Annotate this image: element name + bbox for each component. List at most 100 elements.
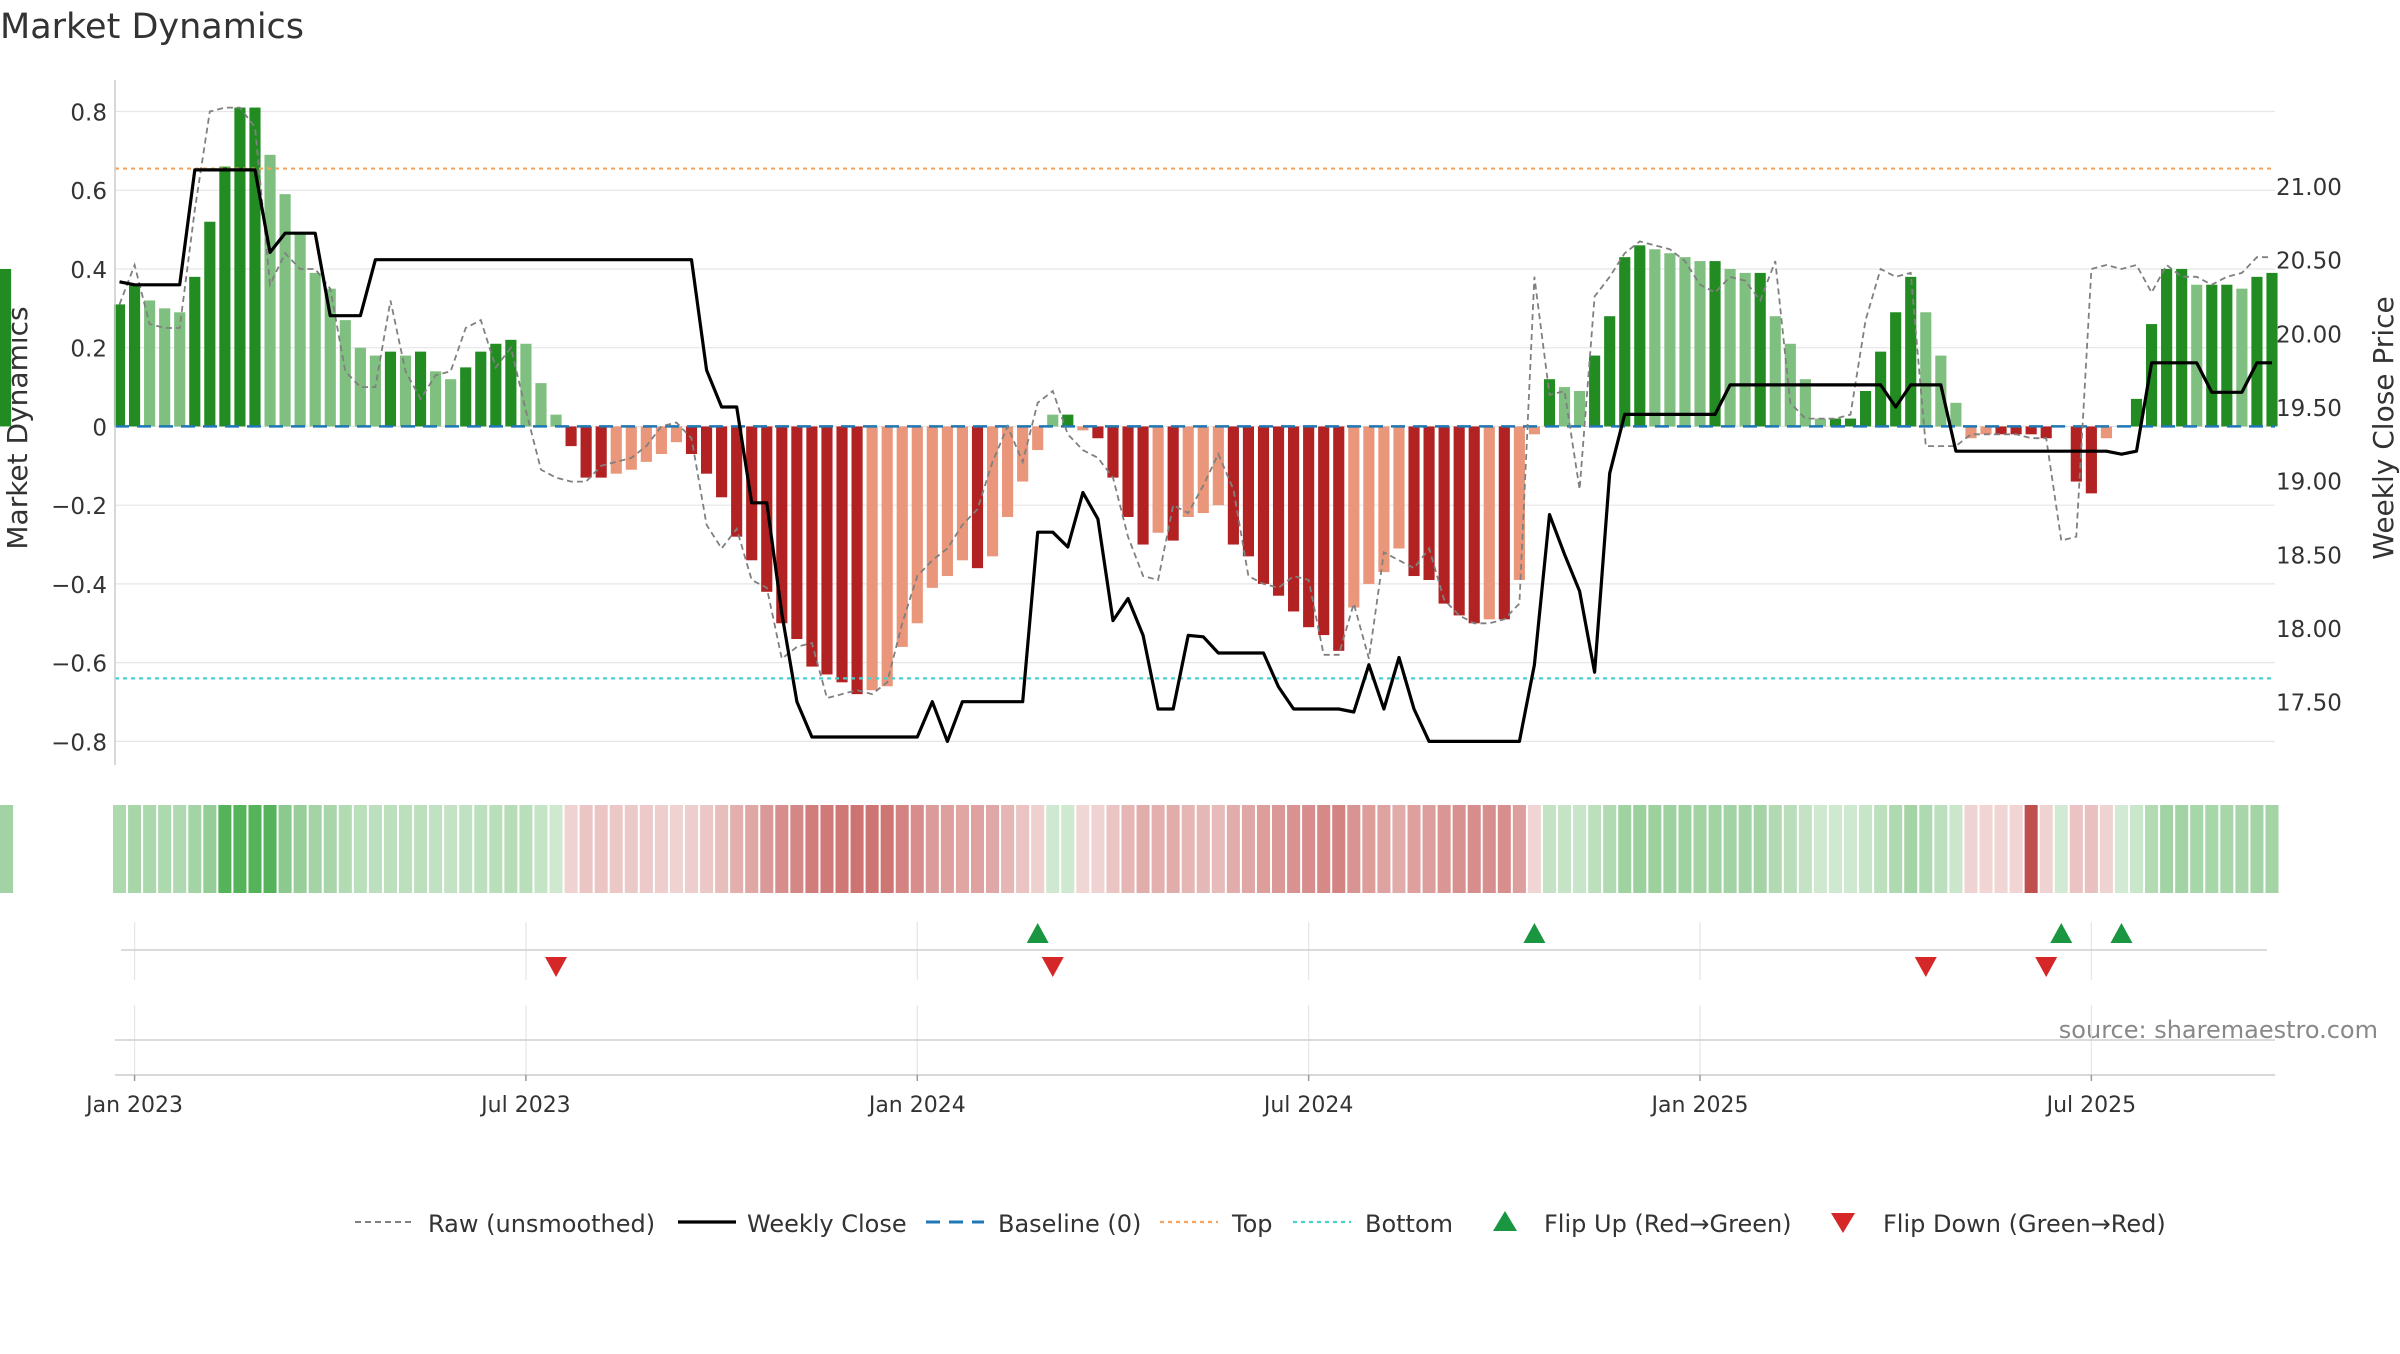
dynamics-bar bbox=[324, 288, 336, 427]
heat-strip-cell bbox=[2084, 805, 2098, 893]
heat-strip-cell bbox=[1723, 805, 1737, 893]
heat-strip-cell bbox=[1512, 805, 1526, 893]
heat-strip-cell bbox=[1031, 805, 1045, 893]
heat-strip-cell bbox=[2099, 805, 2113, 893]
right-tick-label: 20.00 bbox=[2276, 322, 2342, 348]
x-tick-label: Jul 2023 bbox=[479, 1093, 571, 1118]
heat-strip-cell bbox=[1392, 805, 1406, 893]
heat-strip-cell bbox=[835, 805, 849, 893]
dynamics-bar bbox=[1318, 426, 1330, 636]
dynamics-bar bbox=[1483, 426, 1495, 620]
right-tick-label: 17.50 bbox=[2276, 691, 2342, 717]
flip-up-marker bbox=[1026, 923, 1049, 943]
dynamics-bar bbox=[1829, 418, 1842, 427]
heat-strip-cell bbox=[1678, 805, 1692, 893]
heat-strip-cell bbox=[1889, 805, 1903, 893]
dynamics-bar bbox=[580, 426, 592, 478]
heat-strip-cell bbox=[1091, 805, 1105, 893]
flip-markers bbox=[545, 923, 2133, 977]
heat-strip-cell bbox=[730, 805, 744, 893]
dynamics-bar bbox=[1288, 426, 1300, 612]
heat-strip-cell bbox=[790, 805, 804, 893]
heat-strip-cell bbox=[278, 805, 292, 893]
dynamics-bar bbox=[1799, 379, 1811, 427]
heat-strip-cell bbox=[986, 805, 1000, 893]
heat-strip-cell bbox=[398, 805, 413, 893]
heat-strip-cell bbox=[1181, 805, 1195, 893]
heat-strip-cell bbox=[158, 805, 172, 893]
heat-strip-cell bbox=[1256, 805, 1271, 893]
dynamics-bar bbox=[1619, 257, 1631, 427]
dynamics-bar bbox=[369, 355, 381, 427]
legend-label: Top bbox=[1231, 1210, 1273, 1238]
dynamics-bar bbox=[791, 426, 803, 640]
dynamics-bar bbox=[1905, 276, 1917, 427]
heat-strip-cell bbox=[775, 805, 789, 893]
dynamics-bar bbox=[414, 351, 427, 427]
right-tick-label: 19.00 bbox=[2276, 470, 2342, 496]
legend: Raw (unsmoothed) Weekly Close Baseline (0)… bbox=[355, 1210, 2166, 1238]
heat-strip-cell bbox=[1332, 805, 1346, 893]
dynamics-bar bbox=[2070, 426, 2082, 482]
heat-strip-cell bbox=[218, 805, 232, 893]
heat-strip-cell bbox=[2205, 805, 2219, 893]
heat-strip-cell bbox=[1407, 805, 1421, 893]
dynamics-bar bbox=[1363, 426, 1375, 584]
heat-strip-cell bbox=[383, 805, 397, 893]
dynamics-bars bbox=[0, 107, 2278, 695]
flip-up-marker bbox=[1523, 923, 1546, 943]
heat-strip-cell bbox=[2129, 805, 2144, 893]
heat-strip-cell bbox=[1452, 805, 1466, 893]
heat-strip-cell bbox=[1136, 805, 1150, 893]
heat-strip-cell bbox=[1347, 805, 1361, 893]
dynamics-bar bbox=[1724, 268, 1736, 427]
dynamics-bar bbox=[1077, 426, 1089, 431]
dynamics-bar bbox=[1694, 261, 1706, 427]
heat-strip-cell bbox=[2190, 805, 2204, 893]
dynamics-bar bbox=[2130, 398, 2143, 427]
heat-strip-cell bbox=[248, 805, 262, 893]
heat-strip-cell bbox=[955, 805, 969, 893]
flip-up-marker bbox=[2110, 923, 2133, 943]
heat-strip-cell bbox=[1588, 805, 1602, 893]
heat-strip-cell bbox=[1076, 805, 1090, 893]
legend-item: Bottom bbox=[1293, 1210, 1453, 1238]
heat-strip-cell bbox=[895, 805, 909, 893]
dynamics-bar bbox=[309, 272, 321, 427]
left-tick-label: 0.8 bbox=[70, 100, 107, 126]
legend-swatch-flip-up bbox=[1493, 1211, 1517, 1231]
heat-strip-cell bbox=[579, 805, 593, 893]
dynamics-bar bbox=[430, 371, 442, 427]
dynamics-bar bbox=[700, 426, 713, 474]
grid-layer bbox=[115, 110, 2275, 1075]
heat-strip-cell bbox=[338, 805, 352, 893]
heat-strip-cell bbox=[1437, 805, 1451, 893]
left-tick-label: 0.4 bbox=[70, 258, 107, 284]
dynamics-bar bbox=[264, 154, 276, 427]
axes: 0.8 0.6 0.4 0.2 0 −0.2 −0.4 −0.6 −0.8 21.00 20.50 2… bbox=[51, 80, 2342, 1118]
dynamics-bar bbox=[1257, 426, 1270, 584]
dynamics-bar bbox=[294, 233, 306, 427]
heat-strip-cell bbox=[1121, 805, 1135, 893]
dynamics-bar bbox=[595, 426, 607, 478]
flip-down-marker bbox=[545, 957, 568, 977]
dynamics-bar bbox=[354, 347, 366, 427]
dynamics-bar bbox=[204, 221, 216, 427]
left-tick-label: 0.2 bbox=[70, 337, 107, 363]
heat-strip-cell bbox=[639, 805, 653, 893]
dynamics-bar bbox=[234, 107, 246, 427]
dynamics-bar bbox=[1242, 426, 1255, 557]
heat-strip-cell bbox=[173, 805, 187, 893]
dynamics-bar bbox=[1814, 418, 1826, 427]
dynamics-bar bbox=[445, 379, 457, 427]
left-tick-label: −0.6 bbox=[51, 652, 107, 678]
heat-strip-cell bbox=[2145, 805, 2159, 893]
dynamics-bar bbox=[1137, 426, 1149, 545]
dynamics-bar bbox=[1574, 391, 1586, 427]
right-tick-label: 21.00 bbox=[2276, 175, 2342, 201]
heat-strip-cell bbox=[1106, 805, 1120, 893]
heat-strip-cell bbox=[1738, 805, 1752, 893]
dynamics-bar bbox=[1543, 379, 1556, 427]
heat-strip-cell bbox=[353, 805, 367, 893]
dynamics-bar bbox=[655, 426, 667, 454]
